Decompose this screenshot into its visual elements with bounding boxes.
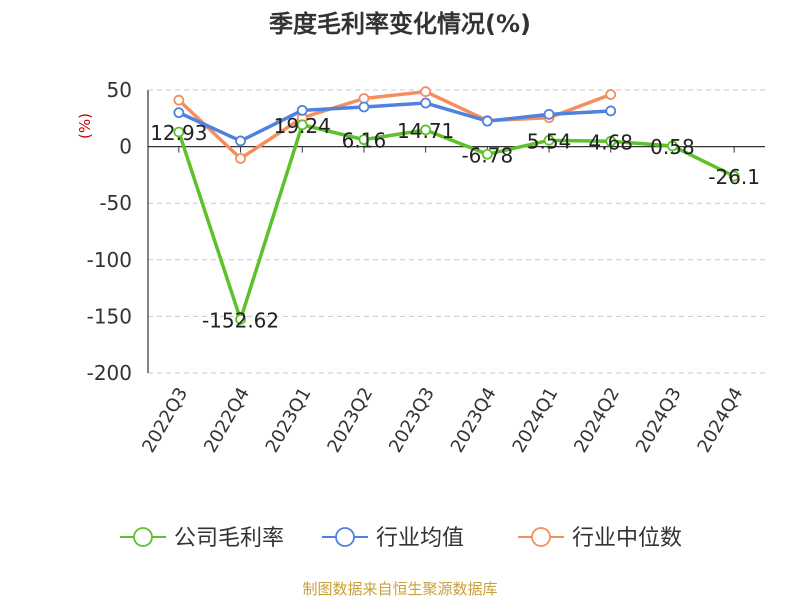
data-point xyxy=(543,134,555,146)
x-tick-label: 2022Q4 xyxy=(200,384,254,456)
y-tick-label: 0 xyxy=(119,135,132,159)
y-tick-labels: 50 0 -50 -100 -150 -200 xyxy=(87,78,132,385)
x-tick-label: 2024Q1 xyxy=(508,384,562,456)
y-tick-label: -50 xyxy=(99,191,132,215)
data-labels: 12.93 -152.62 19.24 6.16 14.71 -6.78 5.54 4.68 0… xyxy=(150,114,760,333)
data-label: -6.78 xyxy=(461,143,513,167)
series-line xyxy=(178,101,611,143)
series-line xyxy=(177,89,612,161)
series-line xyxy=(177,123,735,322)
y-tick-label: -200 xyxy=(87,361,132,385)
legend-label: 行业中位数 xyxy=(572,526,682,551)
data-point xyxy=(481,148,493,160)
data-point xyxy=(543,108,555,120)
x-tick-label: 2024Q2 xyxy=(570,384,624,456)
data-point xyxy=(420,124,432,136)
data-point xyxy=(358,101,370,113)
x-tick-label: 2023Q1 xyxy=(262,384,316,456)
x-tick-label: 2024Q4 xyxy=(694,384,748,456)
x-tick-label: 2022Q3 xyxy=(138,384,192,456)
data-label: 4.68 xyxy=(588,130,633,154)
x-tick-label: 2024Q3 xyxy=(632,384,686,456)
data-point xyxy=(235,313,246,325)
data-point xyxy=(667,140,678,152)
data-point xyxy=(296,104,308,116)
legend-marker xyxy=(335,527,355,547)
data-label: 19.24 xyxy=(274,114,331,138)
chart-title: 季度毛利率变化情况(%) xyxy=(269,10,531,38)
legend-marker xyxy=(133,527,153,547)
x-tick-label: 2023Q2 xyxy=(323,384,377,456)
data-label: 6.16 xyxy=(342,129,387,153)
y-tick-label: -100 xyxy=(87,248,132,272)
data-label: 0.58 xyxy=(650,135,695,159)
data-point xyxy=(605,89,617,100)
data-label: -152.62 xyxy=(202,308,279,332)
data-label: 5.54 xyxy=(527,129,572,153)
x-tick-labels: 2022Q3 2022Q4 2023Q1 2023Q2 2023Q3 2023Q4 2024… xyxy=(138,384,747,456)
legend-marker xyxy=(531,527,551,547)
legend: 公司毛利率 行业均值 行业中位数 xyxy=(120,526,682,551)
x-tick-label: 2023Q4 xyxy=(447,384,501,456)
data-point xyxy=(235,135,246,147)
series-lines xyxy=(177,89,735,322)
data-point xyxy=(605,135,617,147)
legend-label: 公司毛利率 xyxy=(174,526,284,551)
data-label: -26.1 xyxy=(708,165,760,189)
data-point xyxy=(173,126,185,138)
data-point xyxy=(420,97,432,109)
data-point xyxy=(420,86,432,98)
data-point xyxy=(728,170,740,182)
y-axis-label: (%) xyxy=(76,113,94,139)
data-point xyxy=(605,105,617,117)
data-point xyxy=(296,119,308,131)
series-points xyxy=(173,86,740,325)
data-label: 12.93 xyxy=(150,121,207,145)
data-point xyxy=(173,107,185,119)
data-point xyxy=(173,94,185,106)
y-tick-label: -150 xyxy=(87,304,132,328)
data-point xyxy=(235,153,246,164)
data-label: 14.71 xyxy=(397,119,454,143)
data-point xyxy=(481,115,493,127)
x-tick-label: 2023Q3 xyxy=(385,384,439,456)
y-tick-label: 50 xyxy=(107,78,132,102)
source-note: 制图数据来自恒生聚源数据库 xyxy=(302,580,497,598)
data-point xyxy=(358,134,370,146)
legend-label: 行业均值 xyxy=(376,526,464,551)
